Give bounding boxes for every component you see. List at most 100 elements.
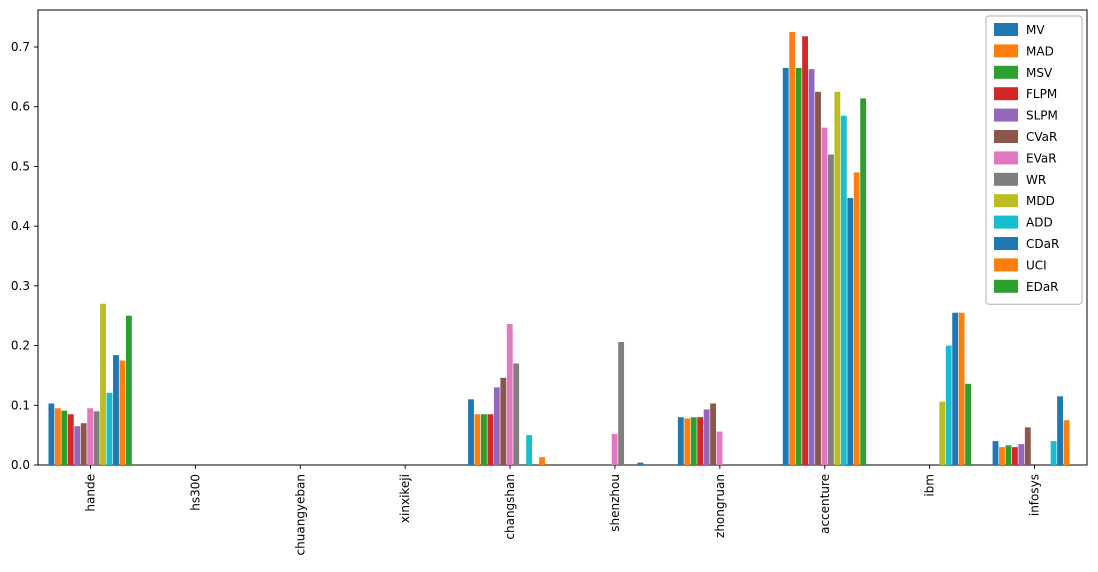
bar-evar-hande — [87, 408, 94, 465]
legend-swatch-uci — [994, 258, 1018, 272]
bar-wr-shenzhou — [618, 341, 625, 465]
bar-wr-hande — [93, 411, 100, 465]
legend-label-cvar: CVaR — [1026, 130, 1057, 144]
bar-add-accenture — [840, 115, 847, 466]
bar-mv-infosys — [992, 441, 999, 465]
bar-msv-infosys — [1005, 445, 1012, 465]
y-axis-tick-label: 0.5 — [11, 159, 30, 173]
bar-slpm-infosys — [1018, 444, 1025, 465]
x-axis-tick-label: ibm — [923, 474, 937, 497]
legend-swatch-edar — [994, 279, 1018, 293]
bar-flpm-infosys — [1011, 447, 1018, 465]
legend-swatch-add — [994, 215, 1018, 229]
legend-swatch-mad — [994, 44, 1018, 58]
bar-mdd-accenture — [834, 91, 841, 466]
y-axis-tick-label: 0.0 — [11, 458, 30, 472]
legend: MV MAD MSV FLPM SLPM CVaR EVaR WR MDD ADD CDaR UCI E… — [985, 15, 1083, 305]
bar-cdar-infosys — [1057, 396, 1063, 465]
bar-edar-ibm — [965, 383, 972, 465]
bar-wr-accenture — [827, 154, 834, 465]
legend-label-mad: MAD — [1026, 44, 1054, 58]
bar-evar-zhongruan — [716, 431, 723, 465]
bar-uci-changshan — [539, 457, 545, 465]
bar-evar-shenzhou — [611, 433, 618, 465]
bar-mad-hande — [54, 408, 61, 465]
x-axis-tick-label: hande — [83, 474, 97, 512]
x-axis-tick-label: chuangyeban — [293, 474, 307, 555]
legend-item-cvar: CVaR — [994, 130, 1057, 144]
legend-item-mdd: MDD — [994, 194, 1055, 208]
bar-cdar-hande — [113, 355, 119, 465]
legend-label-evar: EVaR — [1026, 151, 1057, 165]
legend-item-add: ADD — [994, 215, 1053, 230]
legend-item-uci: UCI — [994, 258, 1047, 272]
legend-swatch-evar — [994, 151, 1018, 165]
bar-cvar-zhongruan — [710, 403, 717, 465]
bar-edar-hande — [125, 315, 132, 465]
bar-msv-zhongruan — [690, 417, 697, 465]
bar-mdd-ibm — [939, 401, 946, 465]
bar-slpm-hande — [74, 426, 81, 465]
legend-label-wr: WR — [1026, 173, 1046, 187]
bar-uci-accenture — [853, 172, 860, 465]
bar-flpm-accenture — [802, 36, 809, 466]
x-axis-tick-label: changshan — [503, 474, 517, 540]
bar-cdar-accenture — [847, 198, 854, 465]
bar-slpm-accenture — [808, 69, 815, 466]
bar-msv-hande — [61, 410, 68, 465]
bar-mv-zhongruan — [677, 417, 684, 465]
legend-item-wr: WR — [994, 172, 1046, 187]
legend-label-uci: UCI — [1026, 258, 1047, 272]
legend-item-mad: MAD — [994, 44, 1054, 58]
bar-uci-infosys — [1063, 420, 1070, 465]
bar-mad-changshan — [474, 414, 481, 465]
bar-cdar-shenzhou — [637, 462, 644, 465]
bar-add-ibm — [945, 345, 952, 465]
legend-item-edar: EDaR — [994, 279, 1059, 294]
x-axis-tick-label: accenture — [818, 474, 832, 534]
bar-cvar-accenture — [815, 91, 821, 466]
legend-label-mv: MV — [1026, 23, 1045, 37]
y-axis-tick-label: 0.6 — [11, 100, 30, 114]
bar-cvar-infosys — [1024, 427, 1031, 465]
bar-msv-changshan — [481, 414, 487, 465]
legend-swatch-msv — [994, 65, 1018, 79]
legend-swatch-mv — [994, 23, 1018, 36]
bar-uci-ibm — [958, 312, 965, 465]
bar-mad-accenture — [789, 32, 796, 466]
bar-cvar-changshan — [500, 377, 507, 465]
x-axis-tick-label: zhongruan — [713, 474, 727, 538]
legend-item-evar: EVaR — [994, 151, 1057, 165]
legend-item-mv: MV — [994, 23, 1045, 37]
bar-cvar-hande — [80, 423, 87, 465]
bar-evar-accenture — [821, 127, 828, 466]
legend-label-flpm: FLPM — [1026, 87, 1057, 101]
y-axis-tick-label: 0.2 — [11, 339, 30, 353]
legend-swatch-cvar — [994, 130, 1018, 143]
x-axis-tick-label: shenzhou — [608, 474, 622, 532]
legend-label-edar: EDaR — [1026, 280, 1059, 294]
bar-flpm-changshan — [487, 414, 494, 465]
y-axis-tick-label: 0.3 — [11, 279, 30, 293]
legend-label-msv: MSV — [1026, 66, 1053, 80]
legend-swatch-flpm — [994, 87, 1018, 101]
bar-evar-changshan — [506, 324, 513, 465]
legend-swatch-cdar — [994, 237, 1018, 250]
legend-swatch-slpm — [994, 108, 1018, 122]
legend-item-cdar: CDaR — [994, 237, 1059, 251]
x-axis-tick-label: infosys — [1028, 474, 1042, 516]
bar-msv-accenture — [795, 67, 802, 465]
bar-mv-changshan — [468, 399, 474, 465]
legend-swatch-wr — [994, 172, 1018, 186]
plot-area — [37, 9, 1088, 466]
bar-slpm-changshan — [493, 387, 500, 465]
bar-flpm-zhongruan — [697, 417, 704, 465]
legend-item-flpm: FLPM — [994, 87, 1057, 101]
y-axis-tick-label: 0.1 — [11, 398, 30, 412]
x-axis-tick-label: xinxikeji — [398, 474, 412, 523]
bar-add-infosys — [1050, 441, 1057, 465]
bar-mad-zhongruan — [684, 418, 691, 465]
bar-mv-accenture — [782, 67, 789, 465]
